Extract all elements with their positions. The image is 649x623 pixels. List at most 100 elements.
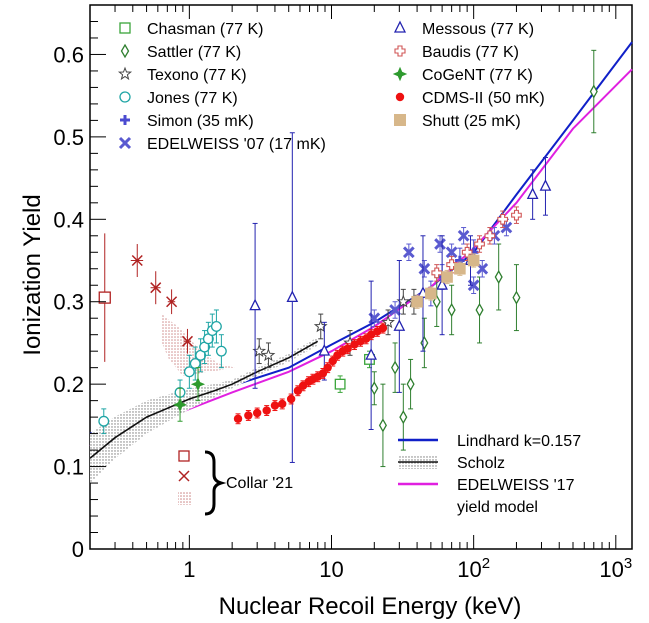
scholz-band (90, 337, 318, 484)
cdms-ii-50-mk-point (378, 323, 388, 333)
edelweiss-07-17-mk-point (389, 304, 401, 316)
edelweiss-07-17-mk-point (402, 246, 415, 259)
sattler-77-k-point (406, 377, 415, 392)
collar-yield-band (161, 314, 236, 376)
edelweiss-07-17-mk-point (418, 262, 431, 275)
legend-marker (118, 136, 132, 150)
texono-77-k-point (381, 315, 395, 329)
messous-77-k-point (526, 187, 539, 200)
collar-legend-square (178, 450, 190, 462)
curves-layer (89, 41, 633, 484)
jones-77-k-point (189, 358, 201, 369)
collar-points-layer (98, 233, 194, 362)
collar-label: Collar '21 (226, 475, 293, 492)
y-tick-label: 0.2 (53, 372, 84, 397)
legend-marker (119, 91, 131, 103)
y-axis-title: Ionization Yield (19, 194, 46, 355)
messous-77-k-point (249, 298, 261, 311)
legend-item-sattler-77-k: Sattler (77 K) (120, 43, 241, 61)
legend-item-jones-77-k: Jones (77 K) (119, 90, 238, 107)
edelweiss-07-17-mk-point (445, 246, 458, 259)
edelweiss-07-17-mk-point (434, 238, 446, 250)
texono-77-k-point (313, 319, 328, 333)
legend-marker (178, 450, 190, 462)
baudis-77-k-point (474, 238, 485, 250)
cdms-ii-50-mk-point (323, 363, 332, 372)
x-tick-exponent: 3 (624, 555, 632, 572)
baudis-77-k-point (446, 259, 457, 270)
cdms-ii-50-mk-point (328, 356, 337, 366)
legend-label: Shutt (25 mK) (422, 113, 521, 130)
messous-77-k-point (286, 290, 299, 303)
shutt-25-mk-point (425, 287, 437, 300)
jones-77-k-series (98, 309, 227, 435)
collar-cross-point (150, 282, 162, 294)
shutt-25-mk-point (411, 295, 423, 308)
cogent-77-k-series (172, 367, 206, 422)
legend-marker (178, 470, 190, 482)
x-tick-exponent: 2 (482, 555, 490, 572)
collar-cross-point (166, 296, 178, 308)
messous-77-k-point (393, 319, 406, 331)
legend-item-cogent-77-k: CoGeNT (77 K) (392, 66, 533, 84)
baudis-77-k-point (484, 230, 496, 242)
baudis-77-k-point (511, 209, 522, 221)
legend-marker (394, 114, 406, 126)
sattler-77-k-point (512, 290, 521, 305)
legend-label: CDMS-II (50 mK) (422, 90, 545, 107)
cdms-ii-50-mk-point (318, 369, 328, 378)
collar-band-layer (161, 314, 236, 376)
legend-item-chasman-77-k: Chasman (77 K) (119, 21, 264, 38)
cdms-ii-50-mk-point (278, 399, 287, 409)
collar-cross-point (131, 254, 143, 267)
collar-legend: Collar '21 (178, 450, 293, 516)
legend-item-cdms-ii-50-mk: CDMS-II (50 mK) (395, 90, 545, 107)
legend-marker (392, 66, 408, 82)
legend-label: Messous (77 K) (422, 21, 534, 38)
legend-item-edelweiss-07-17-mk: EDELWEISS '07 (17 mK) (118, 136, 326, 153)
legend-marker (395, 92, 405, 102)
cdms-ii-50-mk-point (252, 408, 262, 418)
x-tick-label: 103 (599, 555, 632, 582)
y-tick-label: 0.4 (53, 207, 84, 232)
chasman-77-k-point (334, 378, 346, 390)
axis-ticks: 1 10 102 103 0 0.1 0.2 0.3 0.4 0.5 0.6 (53, 5, 632, 582)
cdms-ii-50-mk-point (366, 330, 376, 339)
sattler-77-k-point (447, 302, 456, 318)
sattler-77-k-point (494, 269, 503, 285)
legend-item-simon-35-mk: Simon (35 mK) (120, 113, 254, 130)
y-tick-label: 0.5 (53, 125, 84, 150)
legend-label: Texono (77 K) (147, 67, 247, 84)
collar-square-point (98, 291, 111, 304)
legend-label: Scholz (457, 455, 505, 472)
legend-item-lindhard-k-0-157: Lindhard k=0.157 (398, 433, 581, 450)
sattler-77-k-point (378, 418, 387, 433)
y-tick-label: 0.3 (53, 290, 84, 315)
collar-legend-cross (178, 470, 190, 482)
y-tick-label: 0.6 (53, 42, 84, 67)
y-tick-label: 0.1 (53, 455, 84, 480)
collar-legend-band (178, 491, 191, 505)
shutt-25-mk-series (411, 253, 480, 309)
legend-marker (120, 115, 130, 125)
legend-item-texono-77-k: Texono (77 K) (117, 66, 247, 84)
legend-label: EDELWEISS '17 (457, 477, 575, 494)
x-tick-label: 10 (319, 557, 343, 582)
shutt-25-mk-point (441, 271, 453, 283)
collar-cross-point (181, 335, 194, 347)
curve-legend: Lindhard k=0.157 Scholz EDELWEISS '17 yield… (398, 433, 581, 516)
legend-label: CoGeNT (77 K) (422, 67, 533, 84)
cogent-77-k-point (172, 397, 188, 412)
legend-band-swatch (178, 491, 191, 505)
texono-77-k-point (261, 348, 276, 362)
data-points-layer (98, 49, 598, 468)
sattler-77-k-point (475, 302, 484, 318)
legend-marker (120, 43, 130, 59)
cdms-ii-50-mk-point (244, 411, 253, 420)
legend: Chasman (77 K) Sattler (77 K) Texono (77 K… (117, 20, 545, 153)
legend-item-shutt-25-mk: Shutt (25 mK) (394, 113, 521, 130)
legend-label: Baudis (77 K) (422, 44, 519, 61)
cdms-ii-50-mk-point (233, 414, 243, 423)
legend-label: Lindhard k=0.157 (457, 433, 581, 450)
